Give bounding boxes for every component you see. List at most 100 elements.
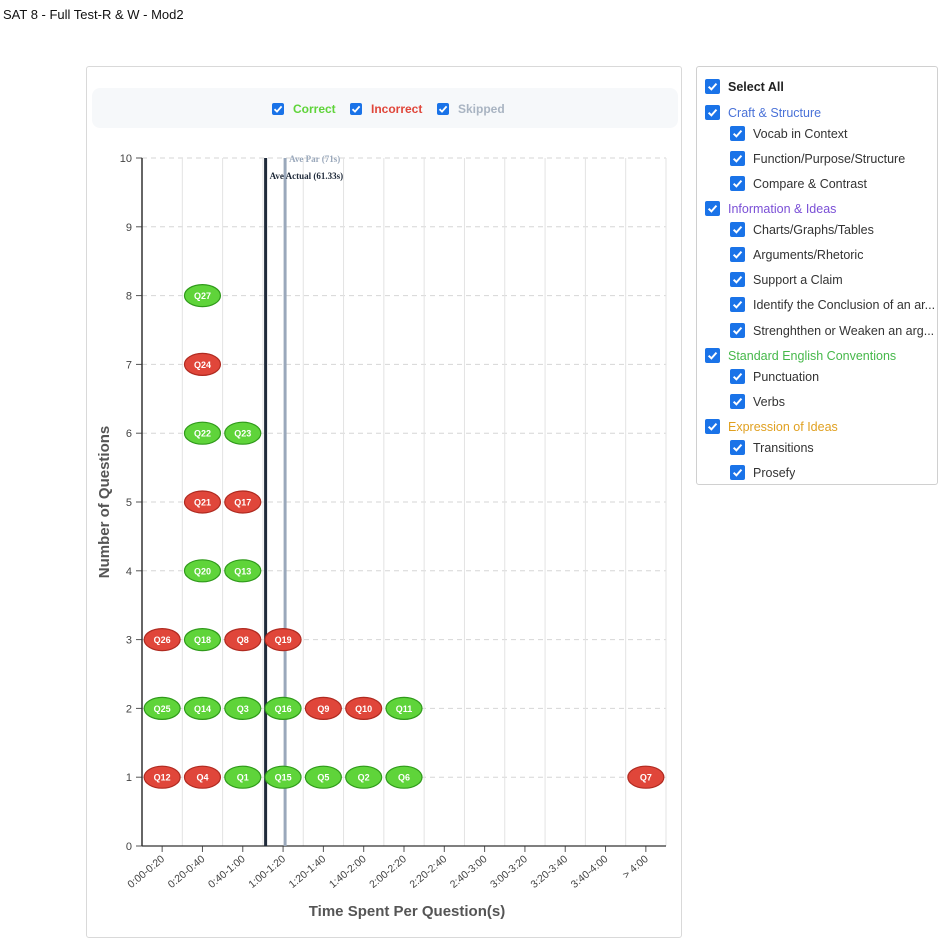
y-tick-label: 10 <box>120 153 132 165</box>
question-point-q19[interactable] <box>264 627 302 652</box>
y-tick-label: 8 <box>126 291 132 303</box>
filter-item[interactable]: Punctuation <box>730 369 819 384</box>
question-point-q22[interactable] <box>183 421 222 445</box>
question-point-label: Q24 <box>194 360 211 370</box>
filter-item[interactable]: Support a Claim <box>730 272 843 287</box>
filter-item[interactable]: Identify the Conclusion of an ar... <box>730 297 935 312</box>
x-tick-label: 2:40-3:00 <box>448 853 490 891</box>
question-point-q23[interactable] <box>224 421 262 445</box>
checkbox-icon[interactable] <box>437 103 449 115</box>
x-tick-label: 0:00-0:20 <box>125 853 167 891</box>
question-point-q20[interactable] <box>183 559 222 583</box>
question-point-q4[interactable] <box>183 765 222 789</box>
question-point-q21[interactable] <box>183 490 222 514</box>
filter-label: Transitions <box>753 440 814 455</box>
question-point-q12[interactable] <box>143 765 181 789</box>
question-point-label: Q5 <box>317 773 329 783</box>
y-tick-label: 5 <box>126 497 132 509</box>
question-point-label: Q6 <box>398 773 410 783</box>
checkbox-icon[interactable] <box>730 247 745 262</box>
filter-label: Function/Purpose/Structure <box>753 151 906 166</box>
question-point-q13[interactable] <box>224 559 262 583</box>
question-point-q25[interactable] <box>143 696 181 721</box>
filter-label: Expression of Ideas <box>728 419 838 434</box>
ave-actual-label: Ave Actual (61.33s) <box>270 171 344 181</box>
question-point-label: Q20 <box>194 566 211 576</box>
checkbox-icon[interactable] <box>730 151 745 166</box>
filter-label: Verbs <box>753 394 785 409</box>
checkbox-icon[interactable] <box>730 369 745 384</box>
question-point-label: Q8 <box>237 635 249 645</box>
question-point-label: Q2 <box>358 773 370 783</box>
question-point-q6[interactable] <box>385 765 423 789</box>
question-point-label: Q21 <box>194 498 211 508</box>
x-tick-label: 0:40-1:00 <box>206 853 248 891</box>
checkbox-icon[interactable] <box>730 440 745 455</box>
filter-select-all[interactable]: Select All <box>705 79 784 94</box>
question-point-q2[interactable] <box>345 765 383 789</box>
page-title: SAT 8 - Full Test-R & W - Mod2 <box>3 7 184 22</box>
question-point-label: Q11 <box>396 704 413 714</box>
filter-item[interactable]: Prosefy <box>730 465 795 480</box>
checkbox-icon[interactable] <box>730 297 745 312</box>
filter-label: Vocab in Context <box>753 126 848 141</box>
question-point-q16[interactable] <box>264 696 302 721</box>
question-point-q26[interactable] <box>143 627 181 652</box>
filter-panel: Select All Craft & Structure Vocab in Cont… <box>696 66 938 485</box>
question-point-q18[interactable] <box>183 627 222 652</box>
checkbox-icon[interactable] <box>730 394 745 409</box>
checkbox-icon[interactable] <box>730 323 745 338</box>
legend-incorrect[interactable]: Incorrect <box>350 102 422 116</box>
filter-item[interactable]: Function/Purpose/Structure <box>730 151 905 166</box>
checkbox-icon[interactable] <box>350 103 362 115</box>
question-point-q9[interactable] <box>304 696 342 721</box>
checkbox-icon[interactable] <box>705 348 720 363</box>
filter-item[interactable]: Transitions <box>730 440 814 455</box>
filter-category[interactable]: Standard English Conventions <box>705 348 896 363</box>
question-point-q3[interactable] <box>224 696 262 721</box>
checkbox-icon[interactable] <box>272 103 284 115</box>
checkbox-icon[interactable] <box>730 222 745 237</box>
checkbox-icon[interactable] <box>730 465 745 480</box>
filter-item[interactable]: Vocab in Context <box>730 126 848 141</box>
checkbox-icon[interactable] <box>730 126 745 141</box>
filter-item[interactable]: Compare & Contrast <box>730 176 867 191</box>
filter-label: Charts/Graphs/Tables <box>753 222 874 237</box>
x-tick-label: 2:00-2:20 <box>367 853 409 891</box>
question-point-q10[interactable] <box>345 696 383 721</box>
y-tick-label: 3 <box>126 635 132 647</box>
filter-label: Prosefy <box>753 465 796 480</box>
question-point-q11[interactable] <box>385 696 423 721</box>
filter-category[interactable]: Expression of Ideas <box>705 419 838 434</box>
checkbox-icon[interactable] <box>705 105 720 120</box>
question-point-q27[interactable] <box>183 284 222 308</box>
x-tick-label: 1:00-1:20 <box>246 853 288 891</box>
checkbox-icon[interactable] <box>730 272 745 287</box>
question-point-label: Q16 <box>275 704 292 714</box>
filter-category[interactable]: Information & Ideas <box>705 201 836 216</box>
filter-category[interactable]: Craft & Structure <box>705 105 821 120</box>
ave-par-label: Ave Par (71s) <box>289 154 340 164</box>
x-tick-label: 3:00-3:20 <box>488 853 530 891</box>
legend-correct[interactable]: Correct <box>272 102 336 116</box>
checkbox-icon[interactable] <box>705 201 720 216</box>
checkbox-icon[interactable] <box>705 419 720 434</box>
question-point-q17[interactable] <box>224 490 262 514</box>
question-point-q14[interactable] <box>183 696 222 721</box>
filter-item[interactable]: Verbs <box>730 394 785 409</box>
checkbox-icon[interactable] <box>705 79 720 94</box>
filter-item[interactable]: Charts/Graphs/Tables <box>730 222 874 237</box>
filter-label: Craft & Structure <box>728 105 822 120</box>
question-point-label: Q19 <box>275 635 292 645</box>
question-point-q7[interactable] <box>627 765 665 789</box>
question-point-q24[interactable] <box>183 352 222 376</box>
checkbox-icon[interactable] <box>730 176 745 191</box>
legend-skipped[interactable]: Skipped <box>437 102 505 116</box>
filter-item[interactable]: Arguments/Rhetoric <box>730 247 863 262</box>
question-point-q1[interactable] <box>224 765 262 789</box>
question-point-q15[interactable] <box>264 765 302 789</box>
filter-item[interactable]: Strenghthen or Weaken an arg... <box>730 323 934 338</box>
question-point-q5[interactable] <box>304 765 342 789</box>
question-point-q8[interactable] <box>224 627 262 652</box>
